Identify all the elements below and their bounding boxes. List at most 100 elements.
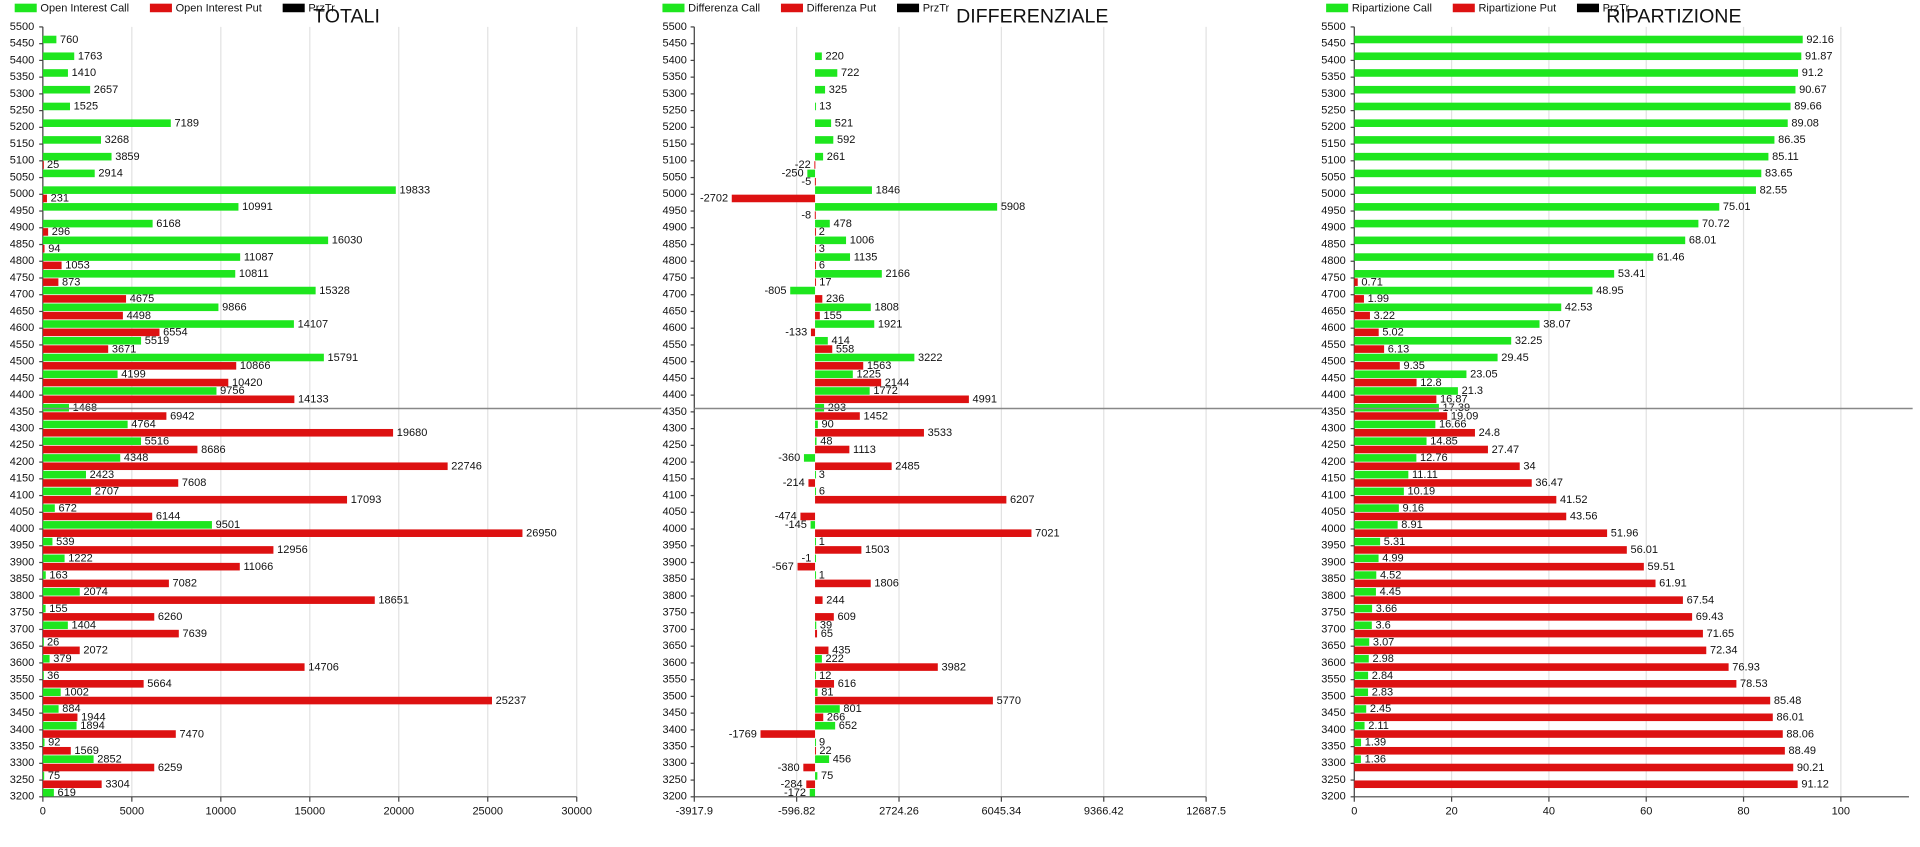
data-label: 82.55 (1760, 184, 1788, 196)
data-label: 70.72 (1702, 218, 1730, 230)
bar (815, 738, 817, 747)
y-tick-label: 3350 (662, 741, 686, 753)
bar (42, 654, 50, 663)
data-label: 1.39 (1365, 737, 1386, 749)
data-label: 90.21 (1797, 762, 1825, 774)
y-tick-label: 5300 (662, 88, 686, 100)
data-label: 2.11 (1368, 720, 1389, 732)
bar (42, 378, 229, 387)
data-label: 6942 (170, 410, 194, 422)
y-tick-label: 3900 (10, 556, 34, 568)
bar (42, 470, 86, 479)
bar (42, 680, 144, 688)
data-label: -2702 (700, 193, 728, 205)
bar (1354, 654, 1369, 663)
bar (1354, 646, 1707, 655)
bar (42, 445, 198, 454)
y-tick-label: 3500 (1321, 690, 1345, 702)
data-label: 61.91 (1659, 578, 1687, 590)
data-label: 2.84 (1372, 670, 1393, 682)
y-tick-label: 3550 (10, 674, 34, 686)
bar (1354, 688, 1369, 697)
data-label: 3.22 (1374, 310, 1395, 322)
data-label: 6554 (163, 327, 187, 339)
bar (1354, 445, 1488, 454)
bar (1354, 730, 1783, 738)
y-tick-label: 4100 (10, 489, 34, 501)
bar (42, 278, 59, 286)
legend-swatch (1452, 3, 1475, 13)
data-label: 91.12 (1801, 779, 1829, 791)
data-label: 1053 (65, 260, 89, 272)
data-label: 53.41 (1618, 268, 1646, 280)
data-label: 75.01 (1723, 201, 1751, 213)
legend-label: Open Interest Call (40, 2, 129, 14)
data-label: 13 (819, 101, 831, 113)
bar (42, 161, 44, 169)
y-tick-label: 4100 (1321, 489, 1345, 501)
x-tick-label: -3917.9 (676, 805, 713, 817)
data-label: 43.56 (1570, 511, 1598, 523)
x-tick-label: 2724.26 (879, 805, 919, 817)
data-label: 2707 (95, 486, 119, 498)
data-label: 41.52 (1560, 494, 1588, 506)
data-label: 1.36 (1365, 753, 1386, 765)
data-label: 558 (836, 343, 854, 355)
data-label: 163 (49, 569, 67, 581)
x-tick-label: 12687.5 (1186, 805, 1226, 817)
bar (1354, 696, 1771, 705)
bar (42, 763, 155, 772)
data-label: 78.53 (1740, 678, 1768, 690)
bar (815, 746, 817, 755)
data-label: 1808 (874, 302, 898, 314)
x-tick-label: 0 (40, 805, 46, 817)
data-label: 1.99 (1368, 293, 1389, 305)
y-tick-label: 3450 (662, 707, 686, 719)
data-label: 91.2 (1802, 67, 1823, 79)
y-tick-label: 5050 (1321, 171, 1345, 183)
y-tick-label: 4300 (10, 423, 34, 435)
bar (815, 705, 840, 713)
bar (1354, 102, 1791, 111)
bar (807, 169, 816, 178)
bar (815, 311, 820, 320)
data-label: 1503 (865, 544, 889, 556)
bar (1354, 521, 1398, 529)
y-tick-label: 4800 (1321, 255, 1345, 267)
bar (803, 454, 816, 462)
bar (1354, 152, 1769, 161)
bar (42, 428, 394, 437)
data-label: -360 (778, 452, 800, 464)
data-label: 16030 (332, 235, 363, 247)
data-label: 6260 (158, 611, 182, 623)
bar (815, 546, 862, 554)
data-label: 5908 (1001, 201, 1025, 213)
bar (809, 788, 816, 797)
data-label: 19680 (397, 427, 428, 439)
data-label: 1006 (850, 235, 874, 247)
data-label: 6259 (158, 762, 182, 774)
bar (42, 437, 142, 445)
y-tick-label: 4600 (10, 322, 34, 334)
bar (815, 487, 817, 496)
bar (1354, 755, 1361, 763)
bar (42, 546, 274, 554)
bar (1354, 395, 1437, 404)
bar (815, 395, 969, 404)
data-label: 521 (835, 117, 853, 129)
y-tick-label: 4950 (10, 205, 34, 217)
y-tick-label: 4750 (662, 272, 686, 284)
data-label: 3222 (918, 352, 942, 364)
data-label: 3671 (112, 343, 136, 355)
data-label: 4348 (124, 452, 148, 464)
bar (1354, 253, 1654, 261)
data-label: 261 (827, 151, 845, 163)
data-label: 4498 (127, 310, 151, 322)
legend-label: PrzTr (1603, 2, 1630, 14)
data-label: 2914 (98, 168, 122, 180)
data-label: 67.54 (1687, 594, 1715, 606)
data-label: 456 (833, 753, 851, 765)
bar (1354, 763, 1794, 772)
data-label: 1772 (873, 385, 897, 397)
data-label: 760 (60, 34, 78, 46)
